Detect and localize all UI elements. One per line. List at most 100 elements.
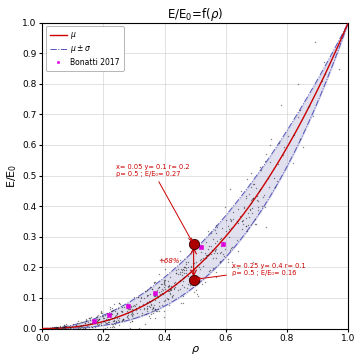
- Point: [248, 201, 254, 206]
- Point: [106, 312, 112, 317]
- Point: [114, 312, 119, 317]
- Point: [165, 295, 170, 301]
- Point: [91, 318, 97, 324]
- Point: [197, 256, 203, 262]
- Point: [179, 282, 185, 288]
- Title: E/E$_0$=f($\rho$): E/E$_0$=f($\rho$): [167, 5, 223, 22]
- Point: [151, 292, 157, 298]
- Point: [166, 302, 172, 307]
- Point: [207, 267, 213, 273]
- Point: [280, 152, 286, 157]
- Point: [61, 324, 67, 329]
- Point: [105, 325, 110, 331]
- Point: [141, 307, 147, 312]
- Point: [129, 311, 134, 317]
- Point: [188, 277, 194, 283]
- Point: [213, 269, 219, 275]
- Point: [145, 292, 151, 298]
- Point: [77, 325, 83, 331]
- Point: [225, 223, 231, 229]
- Point: [171, 286, 177, 291]
- Point: [150, 305, 156, 311]
- Point: [180, 293, 186, 299]
- Text: +68%: +68%: [158, 258, 180, 264]
- Point: [190, 241, 196, 247]
- Point: [209, 252, 214, 257]
- Point: [86, 319, 91, 325]
- Point: [191, 289, 197, 295]
- Point: [117, 302, 123, 307]
- Point: [50, 325, 56, 331]
- Point: [269, 136, 274, 142]
- Point: [179, 300, 184, 306]
- Point: [222, 246, 228, 252]
- Point: [152, 290, 158, 296]
- Point: [147, 284, 153, 290]
- Point: [70, 325, 76, 331]
- Point: [252, 216, 257, 222]
- Point: [227, 247, 233, 253]
- Point: [146, 313, 152, 319]
- Point: [72, 325, 78, 331]
- Point: [221, 239, 226, 245]
- Point: [200, 263, 205, 269]
- Point: [120, 316, 126, 321]
- Point: [223, 228, 229, 234]
- Point: [96, 316, 102, 321]
- Point: [197, 257, 203, 263]
- Point: [153, 306, 158, 312]
- Point: [66, 323, 72, 329]
- Point: [80, 322, 86, 328]
- Point: [86, 325, 92, 331]
- Point: [297, 107, 303, 113]
- Point: [110, 308, 116, 314]
- Point: [197, 244, 203, 250]
- Point: [180, 300, 186, 306]
- Point: [191, 269, 196, 275]
- Text: x= 0.05 y= 0.1 r= 0.2
ρ= 0.5 ; E/E₀= 0.27: x= 0.05 y= 0.1 r= 0.2 ρ= 0.5 ; E/E₀= 0.2…: [116, 164, 192, 241]
- Point: [108, 306, 113, 312]
- Point: [213, 230, 219, 236]
- Point: [134, 310, 140, 316]
- Point: [83, 325, 89, 331]
- Point: [282, 144, 287, 150]
- Point: [234, 218, 240, 223]
- Point: [166, 283, 172, 289]
- Point: [124, 301, 130, 307]
- Point: [295, 114, 301, 120]
- Point: [78, 319, 84, 325]
- Point: [162, 286, 168, 291]
- Point: [116, 306, 121, 311]
- Point: [52, 324, 57, 330]
- Point: [124, 306, 130, 311]
- Point: [84, 324, 90, 329]
- Point: [78, 323, 84, 329]
- Point: [51, 325, 57, 331]
- Point: [239, 218, 245, 224]
- Point: [203, 253, 209, 258]
- Point: [267, 142, 273, 148]
- Point: [142, 305, 147, 311]
- Point: [257, 164, 262, 170]
- Point: [130, 315, 136, 320]
- Point: [113, 308, 118, 313]
- Point: [323, 71, 329, 77]
- Point: [74, 320, 79, 326]
- Point: [196, 265, 202, 270]
- Point: [112, 321, 118, 327]
- Point: [210, 265, 216, 271]
- Point: [161, 291, 166, 297]
- Point: [156, 284, 162, 290]
- Point: [119, 308, 125, 313]
- Point: [153, 292, 158, 298]
- Point: [92, 325, 98, 331]
- Point: [180, 278, 186, 284]
- Point: [206, 268, 212, 274]
- Point: [192, 260, 197, 266]
- Point: [151, 279, 157, 285]
- Point: [183, 259, 189, 265]
- Point: [201, 255, 206, 261]
- Point: [148, 302, 154, 308]
- Point: [199, 244, 204, 250]
- Point: [104, 320, 110, 325]
